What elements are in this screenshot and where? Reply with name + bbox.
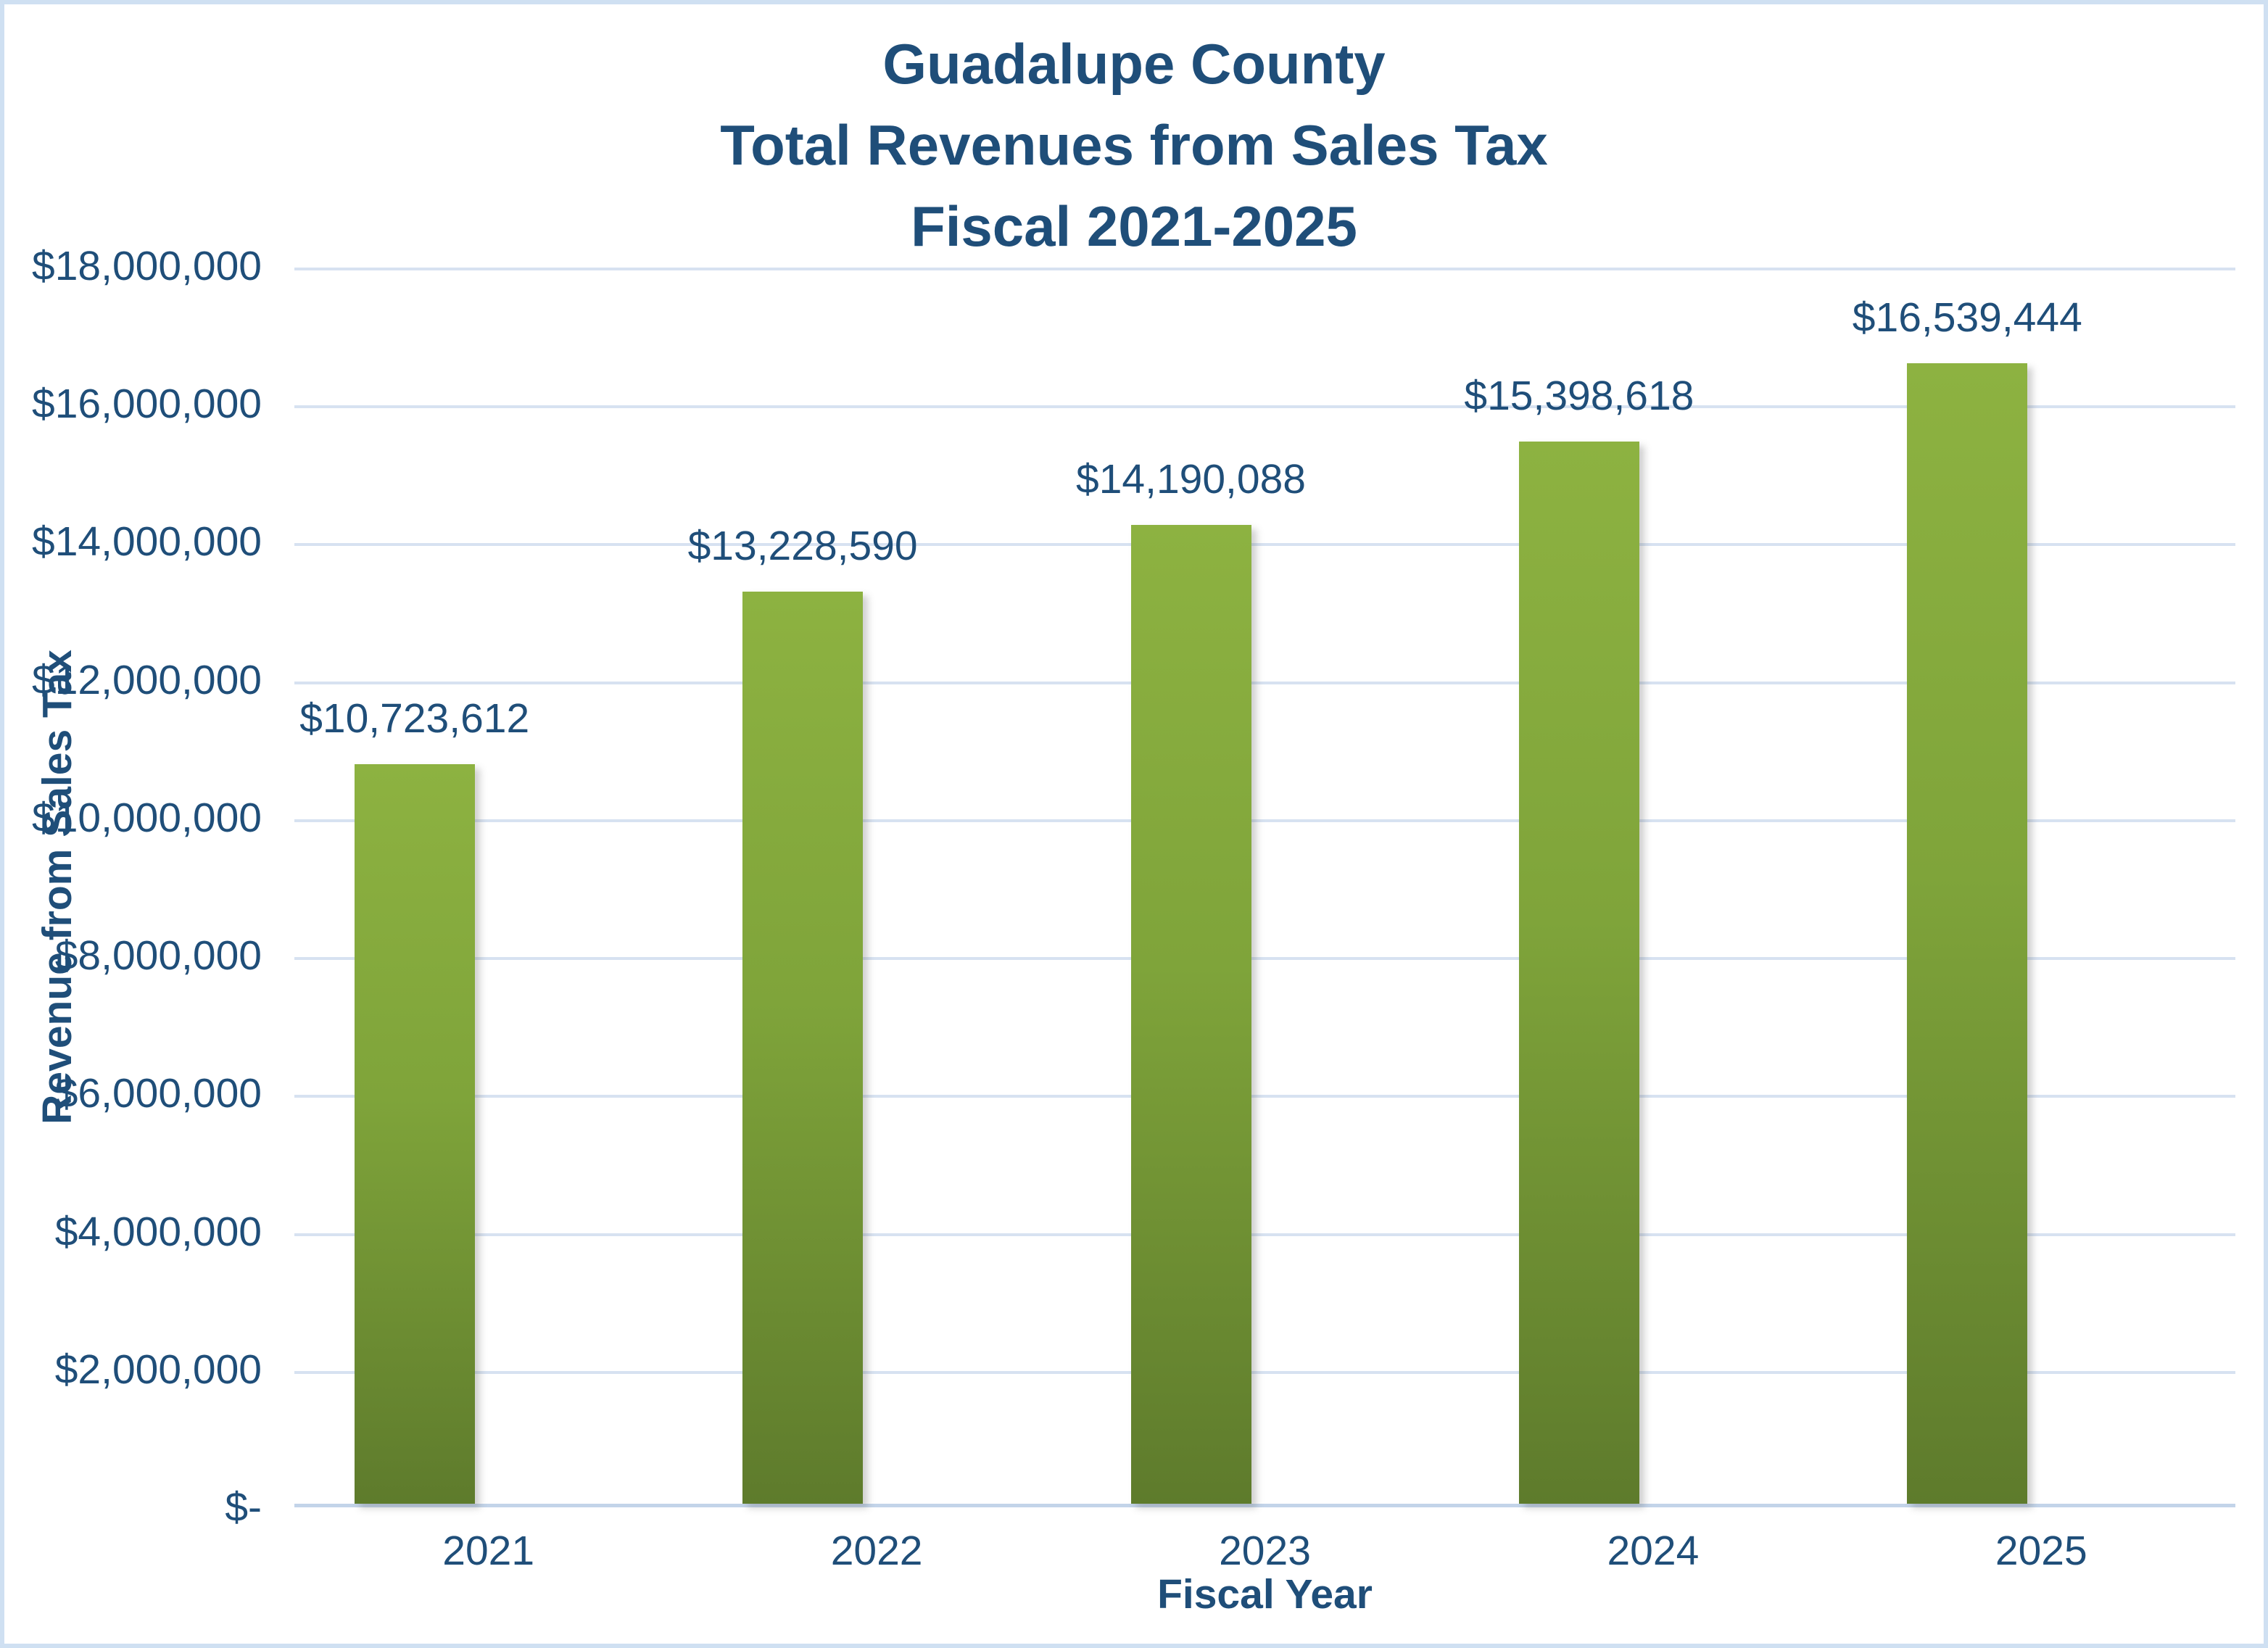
- y-tick-label: $6,000,000: [54, 1070, 262, 1117]
- chart-title: Guadalupe County Total Revenues from Sal…: [4, 23, 2264, 267]
- x-tick-label: 2022: [830, 1528, 923, 1574]
- chart-title-line-3: Fiscal 2021-2025: [911, 194, 1357, 258]
- y-tick-label: $16,000,000: [32, 381, 262, 428]
- bar: [742, 591, 864, 1504]
- bar: [1907, 363, 2028, 1504]
- x-tick-label: 2025: [1995, 1528, 2087, 1574]
- gridline: [294, 1370, 2235, 1374]
- gridline: [294, 819, 2235, 822]
- x-axis-title: Fiscal Year: [1157, 1571, 1373, 1618]
- y-tick-label: $18,000,000: [32, 243, 262, 289]
- gridline: [294, 543, 2235, 547]
- chart-title-line-1: Guadalupe County: [882, 32, 1386, 96]
- bar: [1130, 525, 1251, 1504]
- gridline: [294, 957, 2235, 961]
- bar-data-label: $15,398,618: [1464, 373, 1694, 420]
- y-tick-label: $14,000,000: [32, 518, 262, 566]
- gridline: [294, 268, 2235, 270]
- y-tick-label: $12,000,000: [32, 656, 262, 703]
- y-axis-title: Revenue from Sales Tax: [17, 266, 97, 1507]
- plot-area: $18,000,000 $16,000,000 $14,000,000 $12,000…: [32, 243, 2235, 1574]
- y-tick-label: $8,000,000: [54, 932, 262, 980]
- x-tick-label: 2021: [442, 1528, 535, 1574]
- gridline: [294, 405, 2235, 409]
- bar-data-label: $14,190,088: [1076, 456, 1306, 503]
- y-tick-label: $-: [225, 1484, 262, 1531]
- bar-data-label: $16,539,444: [1852, 294, 2082, 341]
- chart-title-line-2: Total Revenues from Sales Tax: [720, 113, 1548, 177]
- x-tick-label: 2024: [1607, 1528, 1700, 1574]
- bar: [354, 764, 475, 1504]
- x-tick-label: 2023: [1219, 1528, 1311, 1574]
- bar-data-label: $10,723,612: [299, 695, 530, 742]
- gridline: [294, 1095, 2235, 1098]
- y-tick-label: $10,000,000: [32, 794, 262, 841]
- gridline: [294, 681, 2235, 684]
- y-axis-title-text: Revenue from Sales Tax: [34, 649, 80, 1125]
- y-tick-label: $2,000,000: [54, 1346, 262, 1393]
- bar-data-label: $13,228,590: [687, 522, 918, 569]
- y-tick-label: $4,000,000: [54, 1208, 262, 1255]
- gridline: [294, 1233, 2235, 1236]
- bar: [1518, 442, 1639, 1504]
